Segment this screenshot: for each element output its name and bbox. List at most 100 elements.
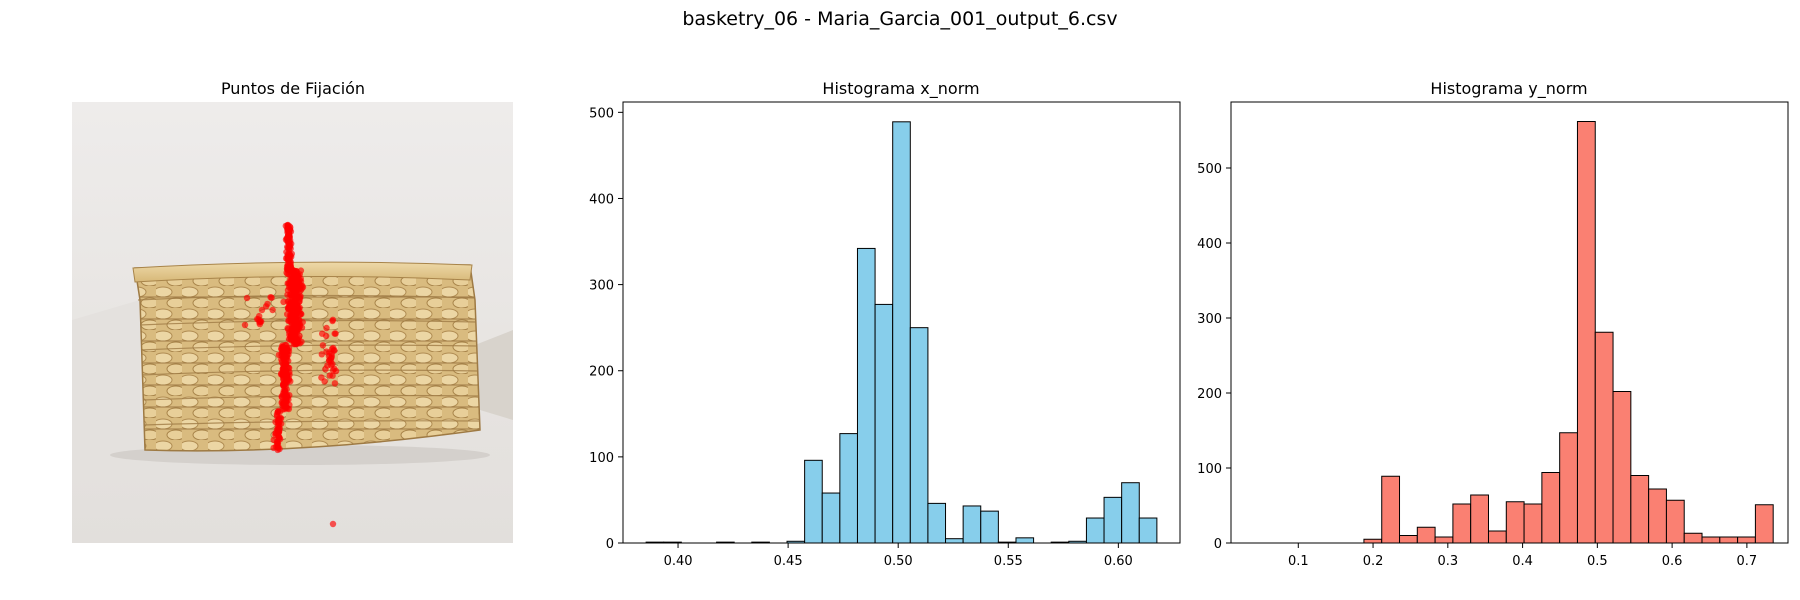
fixation-point xyxy=(267,294,274,301)
fixation-point xyxy=(297,287,304,294)
fixation-point xyxy=(329,317,336,325)
histogram-bar xyxy=(1754,504,1774,544)
histogram-y-bars xyxy=(1363,121,1774,544)
histogram-bar xyxy=(874,303,894,544)
fixation-point xyxy=(285,253,292,260)
x-tick-label: 0.7 xyxy=(1737,554,1758,569)
histogram-bar xyxy=(1737,536,1756,544)
y-tick-label: 500 xyxy=(1197,162,1222,177)
fixation-point xyxy=(297,278,305,285)
y-tick-label: 300 xyxy=(589,279,614,294)
y-tick-label: 100 xyxy=(589,451,614,466)
x-tick-label: 0.2 xyxy=(1363,554,1384,569)
x-tick-label: 0.40 xyxy=(664,554,693,569)
fixation-point xyxy=(294,326,301,333)
fixation-point xyxy=(269,306,276,314)
y-tick-label: 500 xyxy=(589,106,614,121)
y-tick-label: 300 xyxy=(1197,312,1222,327)
histogram-bar xyxy=(1452,503,1472,544)
fixation-point xyxy=(272,430,279,437)
histogram-bar xyxy=(804,459,823,544)
histogram-x-axes-frame xyxy=(622,101,1181,544)
fixation-point xyxy=(290,271,298,279)
fixation-point xyxy=(274,444,282,452)
fixation-point xyxy=(321,378,328,385)
fixation-panel-title: Puntos de Fijación xyxy=(221,79,365,98)
fixation-point xyxy=(264,300,271,308)
x-tick-label: 0.55 xyxy=(994,554,1023,569)
histogram-bar xyxy=(1594,331,1614,544)
histogram-bar xyxy=(1487,530,1507,544)
fixation-point xyxy=(287,314,295,321)
fixation-point xyxy=(283,363,291,371)
histogram-bar xyxy=(1015,537,1035,544)
fixation-point xyxy=(293,312,300,319)
fixation-point xyxy=(282,236,290,243)
fixation-point xyxy=(327,355,335,362)
fixation-point xyxy=(291,281,299,288)
histogram-bar xyxy=(1541,472,1561,544)
histogram-bar xyxy=(1416,526,1436,544)
fixation-point xyxy=(329,520,337,528)
x-tick-label: 0.50 xyxy=(884,554,913,569)
histogram-bar xyxy=(1701,536,1721,544)
fixation-point xyxy=(287,277,294,285)
fixation-point xyxy=(295,304,302,312)
histogram-bar xyxy=(927,502,947,544)
y-tick-label: 200 xyxy=(1197,387,1222,402)
histogram-bar xyxy=(962,505,982,544)
fixation-point xyxy=(272,418,279,426)
fixation-point xyxy=(298,310,305,318)
histogram-y-title: Histograma y_norm xyxy=(1430,79,1587,99)
fixation-point xyxy=(287,334,294,342)
fixation-point xyxy=(241,321,249,329)
histogram-bar xyxy=(1434,536,1454,544)
fixation-point xyxy=(319,342,327,349)
fixation-point xyxy=(287,245,294,252)
y-tick-label: 400 xyxy=(589,192,614,207)
fixation-point xyxy=(289,327,296,335)
fixation-point xyxy=(279,402,286,410)
fixation-point xyxy=(318,351,325,358)
fixation-point xyxy=(290,288,297,295)
x-tick-label: 0.6 xyxy=(1662,554,1683,569)
histogram-bar xyxy=(980,510,999,544)
histogram-bar xyxy=(1719,536,1739,544)
histogram-bar xyxy=(821,492,841,544)
fixation-point xyxy=(277,435,284,443)
histogram-bar xyxy=(1121,482,1140,544)
histogram-bar xyxy=(1505,501,1525,544)
histogram-bar xyxy=(1363,538,1383,544)
fixation-point xyxy=(285,344,293,351)
x-tick-label: 0.4 xyxy=(1512,554,1533,569)
histogram-bar xyxy=(1559,432,1578,544)
fixation-point xyxy=(284,325,291,332)
fixation-point xyxy=(279,348,286,356)
fixation-point xyxy=(286,283,293,291)
histogram-bar xyxy=(945,538,964,544)
histogram-bar xyxy=(1138,517,1158,544)
y-tick-label: 200 xyxy=(589,365,614,380)
fixation-point xyxy=(278,394,286,401)
histogram-bar xyxy=(1523,503,1543,544)
histogram-bar xyxy=(1665,499,1685,544)
y-tick-label: 0 xyxy=(1214,537,1222,552)
histogram-bar xyxy=(1103,496,1123,544)
histogram-bar xyxy=(1630,475,1650,544)
histogram-bar xyxy=(1683,532,1703,544)
fixation-point xyxy=(273,411,281,418)
fixation-point xyxy=(296,294,304,301)
figure-suptitle: basketry_06 - Maria_Garcia_001_output_6.… xyxy=(682,8,1118,30)
histogram-bar xyxy=(892,121,911,544)
histogram-x-norm: Histograma x_norm 0.40 0.45 0.50 0.55 0.60 0 1… xyxy=(589,79,1181,569)
histogram-bar xyxy=(1576,121,1596,544)
fixation-point xyxy=(332,367,340,375)
fixation-point xyxy=(256,320,263,328)
histogram-bar xyxy=(1381,475,1401,544)
fixation-point xyxy=(331,380,339,387)
fixation-point xyxy=(332,330,339,337)
fixation-point xyxy=(283,269,290,276)
histogram-y-axes-frame xyxy=(1230,101,1789,544)
histogram-x-ticks: 0.40 0.45 0.50 0.55 0.60 0 100 200 300 400 500 xyxy=(589,106,1133,569)
